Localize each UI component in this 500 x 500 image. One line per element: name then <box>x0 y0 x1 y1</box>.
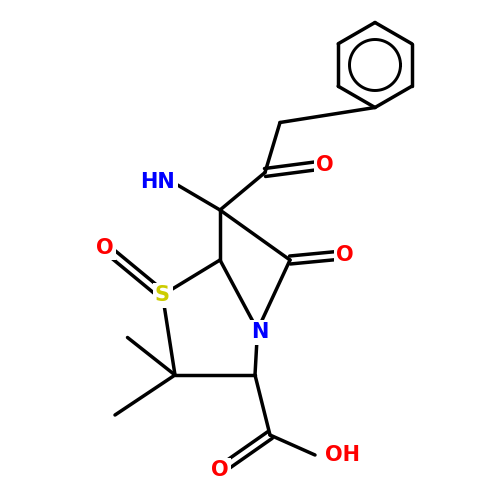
Text: OH: OH <box>325 445 360 465</box>
Text: O: O <box>336 245 354 265</box>
Text: O: O <box>316 155 334 175</box>
Text: N: N <box>252 322 268 342</box>
Text: O: O <box>96 238 114 258</box>
Text: S: S <box>155 285 170 305</box>
Text: HN: HN <box>140 172 175 193</box>
Text: O: O <box>211 460 229 480</box>
